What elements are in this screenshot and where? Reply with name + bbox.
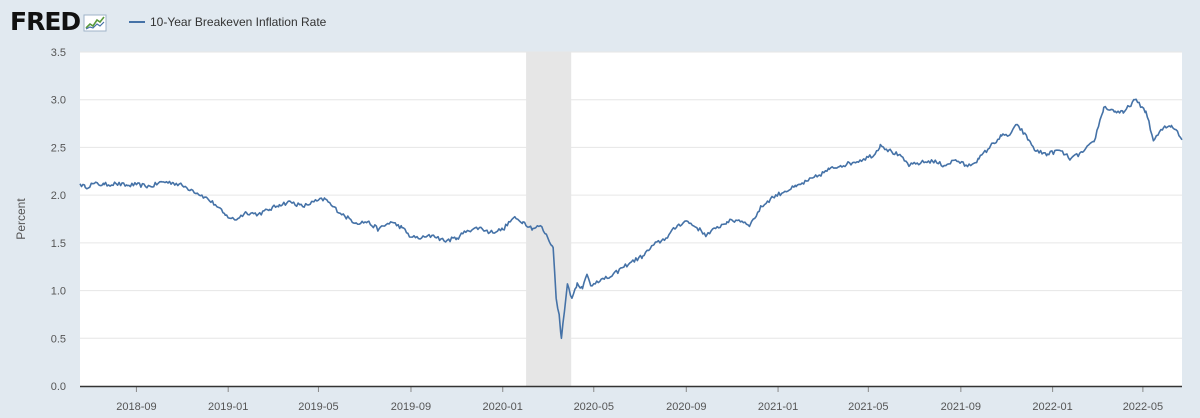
x-tick-label: 2019-05 [298,401,338,413]
x-tick-label: 2020-09 [666,401,706,413]
fred-logo-text: FRED [10,7,81,36]
x-tick-label: 2021-01 [758,401,798,413]
x-tick-label: 2020-05 [574,401,614,413]
y-tick-label: 2.5 [51,142,66,154]
x-tick-label: 2022-05 [1123,401,1163,413]
legend-swatch [129,21,145,23]
y-tick-label: 1.0 [51,286,66,298]
x-tick-label: 2019-01 [208,401,248,413]
x-tick-label: 2020-01 [483,401,523,413]
recession-shading [526,52,572,386]
x-tick-label: 2021-09 [941,401,981,413]
fred-logo[interactable]: FRED [10,8,107,36]
plot-area [80,52,1182,386]
chart-header: FRED 10-Year Breakeven Inflation Rate [0,0,1200,44]
y-tick-label: 2.0 [51,190,66,202]
y-axis-label: Percent [14,198,28,240]
x-tick-label: 2021-05 [848,401,888,413]
y-tick-label: 3.0 [51,95,66,107]
y-tick-label: 0.0 [51,381,66,393]
series-line[interactable] [79,98,1183,340]
x-tick-label: 2018-09 [116,401,156,413]
y-tick-label: 3.5 [51,47,66,59]
x-axis-ticks: 2018-09 2019-01 2019-05 2019-09 2020-01 2020-… [116,386,1163,413]
y-axis-ticks: 0.0 0.5 1.0 1.5 2.0 2.5 3.0 3.5 [51,47,66,393]
gridlines [80,51,1182,339]
chart-legend[interactable]: 10-Year Breakeven Inflation Rate [129,13,326,31]
legend-series-label: 10-Year Breakeven Inflation Rate [150,15,327,29]
x-tick-label: 2019-09 [391,401,431,413]
chart-line-icon [83,14,107,32]
y-tick-label: 0.5 [51,333,66,345]
y-tick-label: 1.5 [51,238,66,250]
x-tick-label: 2022-01 [1032,401,1072,413]
